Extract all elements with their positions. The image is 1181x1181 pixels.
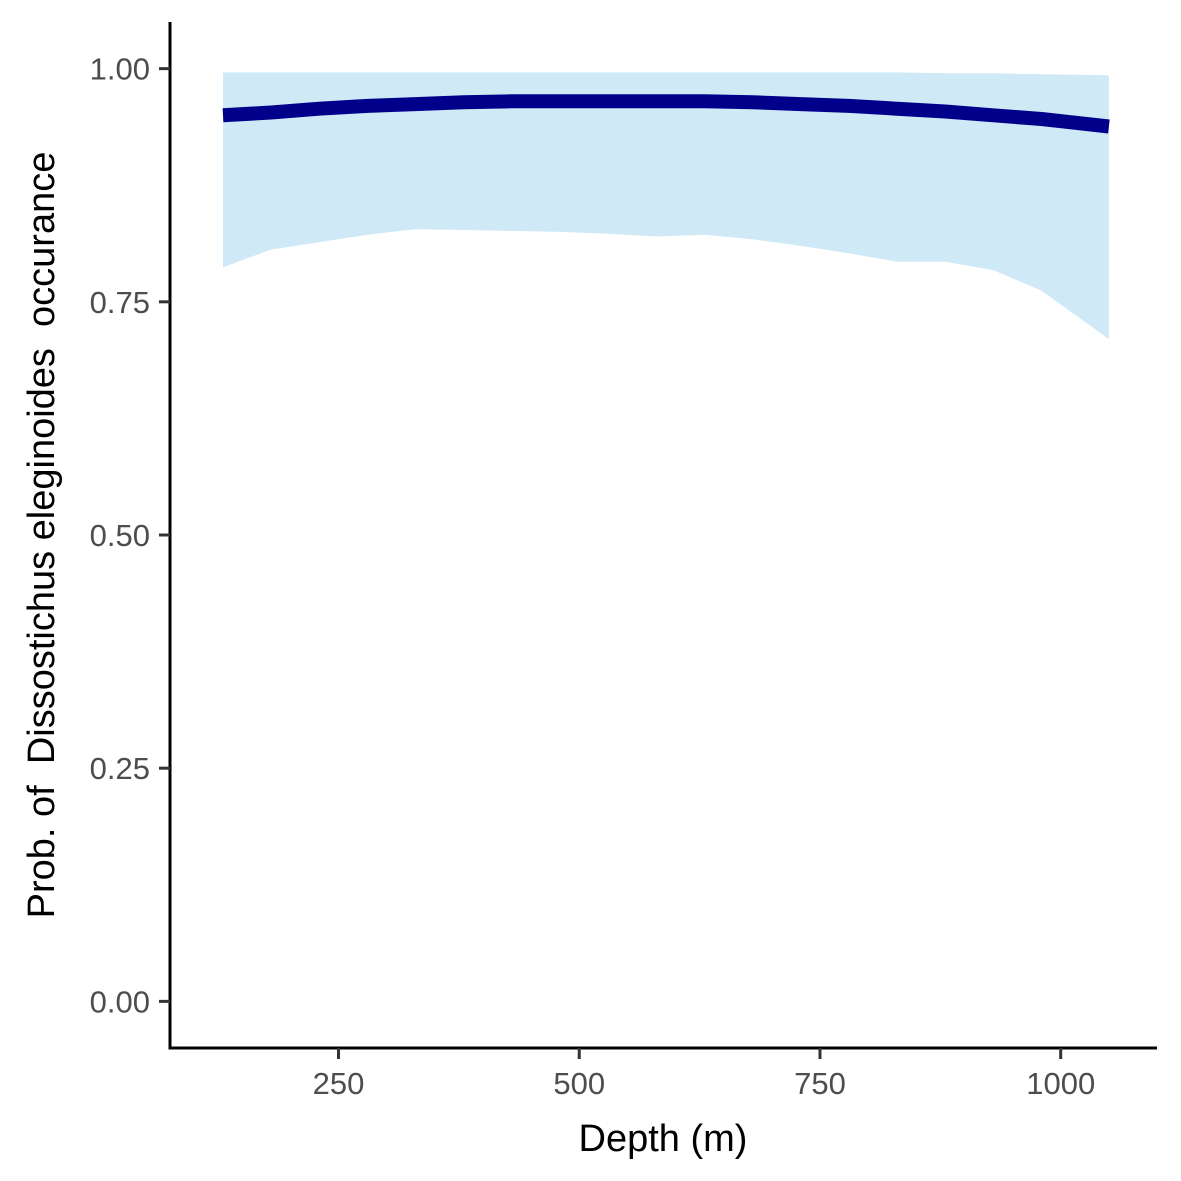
fitted-line bbox=[222, 94, 1110, 134]
y-tick-label: 0.25 bbox=[90, 751, 150, 786]
x-tick-label: 250 bbox=[313, 1066, 365, 1101]
y-tick-label: 0.50 bbox=[90, 518, 150, 553]
y-tick-label: 0.00 bbox=[90, 984, 150, 1019]
x-tick-label: 500 bbox=[553, 1066, 605, 1101]
x-axis-title: Depth (m) bbox=[579, 1118, 748, 1160]
x-tick-label: 750 bbox=[794, 1066, 846, 1101]
y-axis-title: Prob. of Dissostichus eleginoides occura… bbox=[21, 152, 63, 919]
y-tick-label: 1.00 bbox=[90, 52, 150, 87]
y-tick-label: 0.75 bbox=[90, 285, 150, 320]
confidence-band-layer bbox=[223, 72, 1109, 340]
fitted-line-layer bbox=[222, 94, 1110, 134]
axes-layer: 0.00 0.25 0.50 0.75 1.00 250 500 750 1000 bbox=[90, 22, 1157, 1101]
confidence-band bbox=[223, 72, 1109, 340]
x-tick-label: 1000 bbox=[1026, 1066, 1095, 1101]
